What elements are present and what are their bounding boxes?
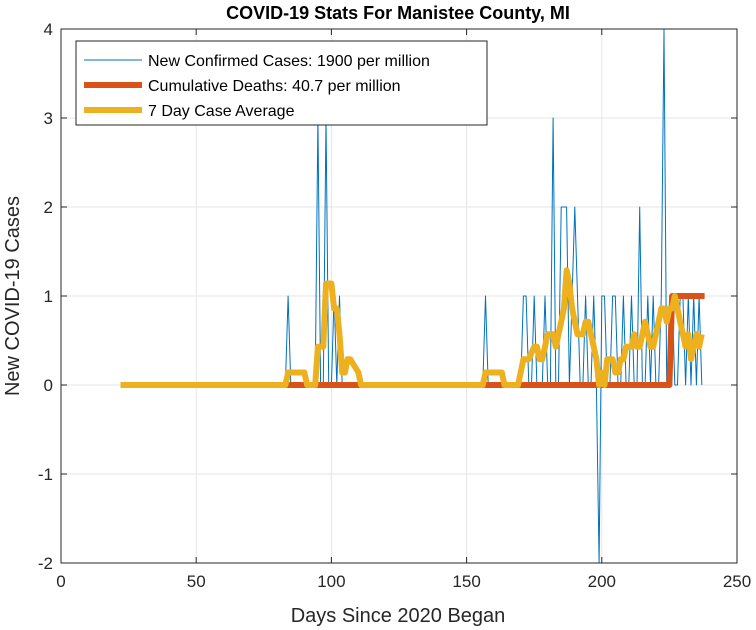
y-tick-label: 0 (44, 376, 53, 395)
series-group (120, 29, 705, 563)
x-tick-label: 0 (56, 572, 65, 591)
x-tick-label: 200 (588, 572, 616, 591)
y-tick-label: 1 (44, 287, 53, 306)
chart-title: COVID-19 Stats For Manistee County, MI (226, 3, 570, 23)
y-axis-label: New COVID-19 Cases (2, 196, 24, 396)
series-line-3 (120, 267, 705, 388)
legend-label-2: Cumulative Deaths: 40.7 per million (148, 78, 401, 95)
y-tick-label: -2 (38, 554, 53, 573)
tick-labels: 0 50 100 150 200 250 -2 -1 0 1 2 3 4 (38, 20, 751, 591)
ticks (60, 28, 738, 564)
legend-label-3: 7 Day Case Average (148, 103, 295, 120)
x-tick-label: 250 (723, 572, 751, 591)
y-tick-label: 2 (44, 198, 53, 217)
x-tick-label: 50 (187, 572, 206, 591)
y-tick-label: 3 (44, 109, 53, 128)
legend: New Confirmed Cases: 1900 per million Cum… (75, 40, 488, 126)
legend-entries: New Confirmed Cases: 1900 per million Cum… (84, 53, 430, 120)
legend-label-1: New Confirmed Cases: 1900 per million (148, 53, 430, 70)
x-tick-label: 150 (452, 572, 480, 591)
y-tick-label: -1 (38, 465, 53, 484)
y-tick-label: 4 (44, 20, 53, 39)
x-tick-label: 100 (317, 572, 345, 591)
legend-box (75, 40, 488, 126)
x-axis-label: Days Since 2020 Began (291, 605, 506, 627)
